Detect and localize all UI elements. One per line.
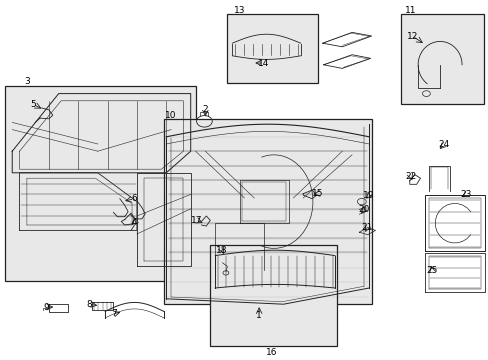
Text: 25: 25 — [426, 266, 437, 275]
Text: 5: 5 — [30, 100, 36, 109]
Text: 9: 9 — [43, 302, 49, 312]
Text: 7: 7 — [111, 310, 117, 319]
Text: 1: 1 — [256, 310, 262, 320]
Text: 23: 23 — [459, 190, 471, 199]
Text: 3: 3 — [24, 77, 30, 86]
Text: 22: 22 — [404, 172, 416, 181]
Bar — [210, 245, 337, 346]
Text: 21: 21 — [361, 223, 372, 232]
Bar — [5, 86, 195, 281]
Text: 16: 16 — [265, 348, 277, 356]
Text: 17: 17 — [190, 216, 202, 225]
Text: 10: 10 — [165, 111, 177, 120]
Text: 19: 19 — [363, 191, 374, 199]
Bar — [400, 14, 483, 104]
Text: 2: 2 — [202, 105, 208, 114]
Text: 24: 24 — [437, 140, 449, 149]
Text: 14: 14 — [258, 59, 269, 68]
Text: 20: 20 — [358, 205, 369, 214]
Text: 12: 12 — [406, 32, 417, 41]
Bar — [227, 14, 317, 83]
Text: 18: 18 — [216, 246, 227, 255]
Text: 8: 8 — [86, 300, 92, 309]
Text: 4: 4 — [131, 218, 137, 227]
Text: 6: 6 — [131, 194, 137, 203]
Text: 11: 11 — [404, 6, 416, 15]
Bar — [163, 119, 371, 304]
Text: 13: 13 — [233, 6, 245, 15]
Text: 15: 15 — [311, 189, 323, 198]
